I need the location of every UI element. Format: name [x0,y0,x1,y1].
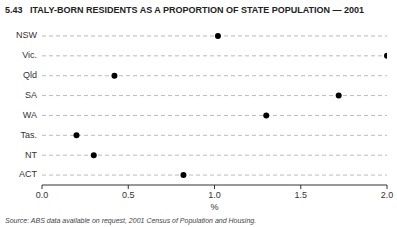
category-line [42,95,387,96]
category-line [42,35,387,36]
source-note: Source: ABS data available on request, 2… [5,217,256,225]
x-tick [300,185,301,189]
dot [180,172,186,178]
x-tick-label: 1.0 [208,190,221,200]
dot [74,132,80,138]
x-tick-label: 0.0 [36,190,49,200]
category-line [42,135,387,136]
category-label: WA [23,110,37,120]
dot [384,53,387,59]
category-label: SA [25,90,37,100]
category-label: NSW [16,30,38,40]
x-axis-label: % [210,202,218,212]
chart: 5.43 ITALY-BORN RESIDENTS AS A PROPORTIO… [0,0,397,227]
x-tick [387,185,388,189]
x-tick [214,185,215,189]
category-line [42,175,387,176]
dots [74,33,388,178]
title: 5.43 ITALY-BORN RESIDENTS AS A PROPORTIO… [5,5,364,15]
dot [263,112,269,118]
dot [336,93,342,99]
x-tick-label: 1.5 [294,190,307,200]
category-line [42,75,387,76]
dot [91,152,97,158]
category-label: Vic. [22,50,37,60]
category-label: Qld [23,70,37,80]
category-label: ACT [19,169,38,179]
category-line [42,115,387,116]
category-label: NT [25,150,37,160]
x-tick [42,185,43,189]
x-tick [128,185,129,189]
x-tick-label: 0.5 [122,190,135,200]
category-label: Tas. [20,130,37,140]
category-line [42,55,387,56]
dot [111,73,117,79]
x-tick-label: 2.0 [381,190,394,200]
dot [215,33,221,39]
